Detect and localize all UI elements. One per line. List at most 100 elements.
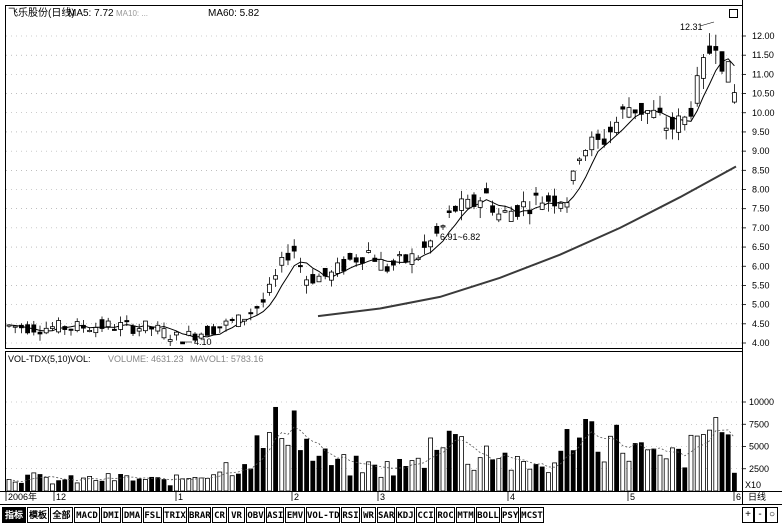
tab-template[interactable]: 模板	[27, 507, 49, 523]
tab-obv[interactable]: OBV	[246, 507, 265, 523]
candle-body	[496, 213, 502, 221]
tab-kdj[interactable]: KDJ	[396, 507, 415, 523]
candle-body	[56, 320, 61, 333]
candle-body	[50, 326, 55, 329]
volume-bar	[533, 464, 539, 492]
price-panel-frame	[5, 5, 743, 349]
plus-button[interactable]: +	[742, 507, 754, 523]
vol-indicator-label: VOL-TDX(5,10)	[8, 354, 71, 364]
tab-wr[interactable]: WR	[361, 507, 376, 523]
tab-indicator[interactable]: 指标	[2, 507, 26, 523]
period-label[interactable]: 日线	[748, 491, 766, 502]
tab-mtm[interactable]: MTM	[456, 507, 475, 523]
volume-bar	[310, 460, 316, 492]
volume-bar	[546, 472, 551, 492]
tab-fsl[interactable]: FSL	[143, 507, 162, 523]
volume-bar	[322, 448, 328, 492]
volume-bar	[173, 474, 179, 492]
candle-body	[211, 326, 217, 335]
candle-body	[415, 257, 421, 260]
price-tick-label: 11.00	[752, 69, 774, 79]
volume-bar	[719, 432, 725, 492]
circle-button[interactable]: ○	[766, 507, 778, 523]
minus-button[interactable]: -	[754, 507, 766, 523]
volume-bar	[87, 475, 92, 492]
tab-roc[interactable]: ROC	[436, 507, 455, 523]
tab-cr[interactable]: CR	[212, 507, 227, 523]
chart-canvas[interactable]: 飞乐股份(日线) MA5: 7.72 MA10: ... MA60: 5.82 …	[0, 0, 782, 504]
candle-body	[359, 257, 365, 264]
candle-body	[490, 205, 496, 213]
volume-bar	[676, 448, 681, 492]
vol-label: VOL:	[70, 354, 91, 364]
tab-trix[interactable]: TRIX	[163, 507, 187, 523]
candle-body	[577, 158, 582, 161]
candle-body	[533, 192, 539, 196]
tab-sar[interactable]: SAR	[377, 507, 395, 523]
tab-cci[interactable]: CCI	[416, 507, 435, 523]
volume-bar	[601, 461, 607, 492]
tab-vol-tdx[interactable]: VOL-TDX	[306, 507, 340, 523]
tab-emv[interactable]: EMV	[285, 507, 305, 523]
tab-brar[interactable]: BRAR	[188, 507, 211, 523]
volume-tick-label: 10000	[749, 397, 774, 407]
date-label: 5	[630, 492, 635, 502]
price-tick-label: 8.50	[752, 165, 770, 175]
candle-body	[366, 250, 372, 253]
candle-body	[285, 252, 291, 261]
high-annotation: 12.31	[680, 22, 703, 32]
volume-bar	[508, 469, 514, 492]
ma-short-line	[8, 58, 735, 338]
volume-bar	[18, 482, 24, 492]
volume-bar	[366, 461, 372, 492]
tab-rsi[interactable]: RSI	[341, 507, 360, 523]
tab-mcst[interactable]: MCST	[520, 507, 544, 523]
tab-dmi[interactable]: DMI	[101, 507, 121, 523]
candle-body	[291, 245, 297, 252]
candle-body	[446, 210, 452, 213]
tab-macd[interactable]: MACD	[74, 507, 100, 523]
volume-bar	[167, 485, 173, 492]
tab-boll[interactable]: BOLL	[476, 507, 500, 523]
volume-bar	[50, 483, 55, 492]
panel-toggle-icon[interactable]	[729, 9, 738, 18]
candle-body	[614, 121, 619, 133]
price-tick-label: 10.00	[752, 108, 775, 118]
price-tick-label: 10.50	[752, 89, 775, 99]
volume-bar	[558, 450, 564, 492]
tab-dma[interactable]: DMA	[122, 507, 142, 523]
candle-body	[465, 198, 471, 209]
date-label: 2006年	[8, 491, 37, 502]
high-pointer	[699, 21, 715, 27]
volume-bar	[496, 458, 502, 492]
candle-body	[118, 322, 123, 330]
candle-body	[161, 328, 167, 339]
candle-body	[18, 324, 24, 329]
volume-bar	[620, 452, 626, 492]
candle-body	[471, 194, 477, 207]
volume-bar	[707, 429, 712, 492]
volume-bar	[657, 454, 663, 492]
candle-body	[130, 325, 136, 334]
candle-body	[186, 330, 192, 336]
volume-bar	[235, 473, 241, 492]
candle-body	[527, 209, 533, 215]
volume-bar	[142, 478, 148, 492]
tab-asi[interactable]: ASI	[266, 507, 284, 523]
volume-bar	[105, 473, 111, 492]
ma5-label: MA5: 7.72	[68, 8, 114, 19]
tab-psy[interactable]: PSY	[501, 507, 519, 523]
candle-body	[719, 51, 725, 72]
candle-body	[378, 259, 384, 271]
candle-body	[167, 339, 173, 342]
candle-body	[93, 327, 99, 334]
tab-all[interactable]: 全部	[50, 507, 73, 523]
candle-body	[341, 259, 347, 272]
volume-bar	[372, 464, 378, 492]
candle-body	[105, 320, 111, 328]
mid-annotation: 6.91~6.82	[440, 232, 480, 242]
ma60-line	[317, 165, 737, 318]
volume-bar	[260, 448, 266, 492]
tab-vr[interactable]: VR	[228, 507, 245, 523]
candle-body	[564, 202, 570, 208]
